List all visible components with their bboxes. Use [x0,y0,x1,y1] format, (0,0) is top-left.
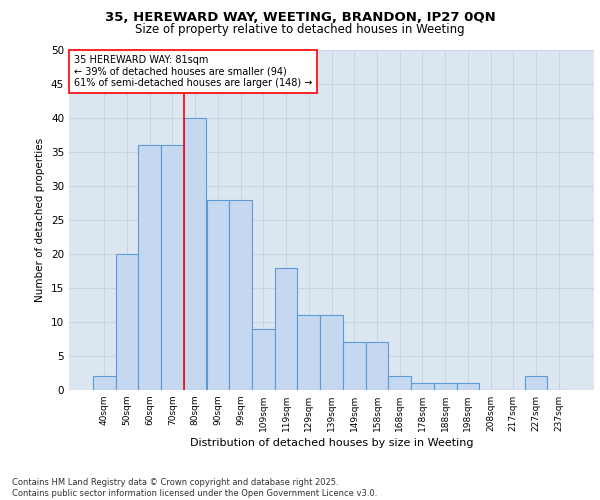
Bar [365,342,388,390]
Text: 35, HEREWARD WAY, WEETING, BRANDON, IP27 0QN: 35, HEREWARD WAY, WEETING, BRANDON, IP27… [104,11,496,24]
Bar [161,145,184,390]
Bar [275,268,298,390]
Y-axis label: Number of detached properties: Number of detached properties [35,138,46,302]
Bar [388,376,411,390]
Bar [411,383,434,390]
Bar [184,118,206,390]
Bar [524,376,547,390]
Text: Size of property relative to detached houses in Weeting: Size of property relative to detached ho… [135,22,465,36]
Text: 35 HEREWARD WAY: 81sqm
← 39% of detached houses are smaller (94)
61% of semi-det: 35 HEREWARD WAY: 81sqm ← 39% of detached… [74,55,313,88]
Bar [343,342,365,390]
Bar [252,329,275,390]
Bar [320,315,343,390]
Bar [139,145,161,390]
Bar [229,200,252,390]
Bar [298,315,320,390]
Text: Contains HM Land Registry data © Crown copyright and database right 2025.
Contai: Contains HM Land Registry data © Crown c… [12,478,377,498]
Bar [457,383,479,390]
X-axis label: Distribution of detached houses by size in Weeting: Distribution of detached houses by size … [190,438,473,448]
Bar [206,200,229,390]
Bar [116,254,139,390]
Bar [93,376,116,390]
Bar [434,383,457,390]
